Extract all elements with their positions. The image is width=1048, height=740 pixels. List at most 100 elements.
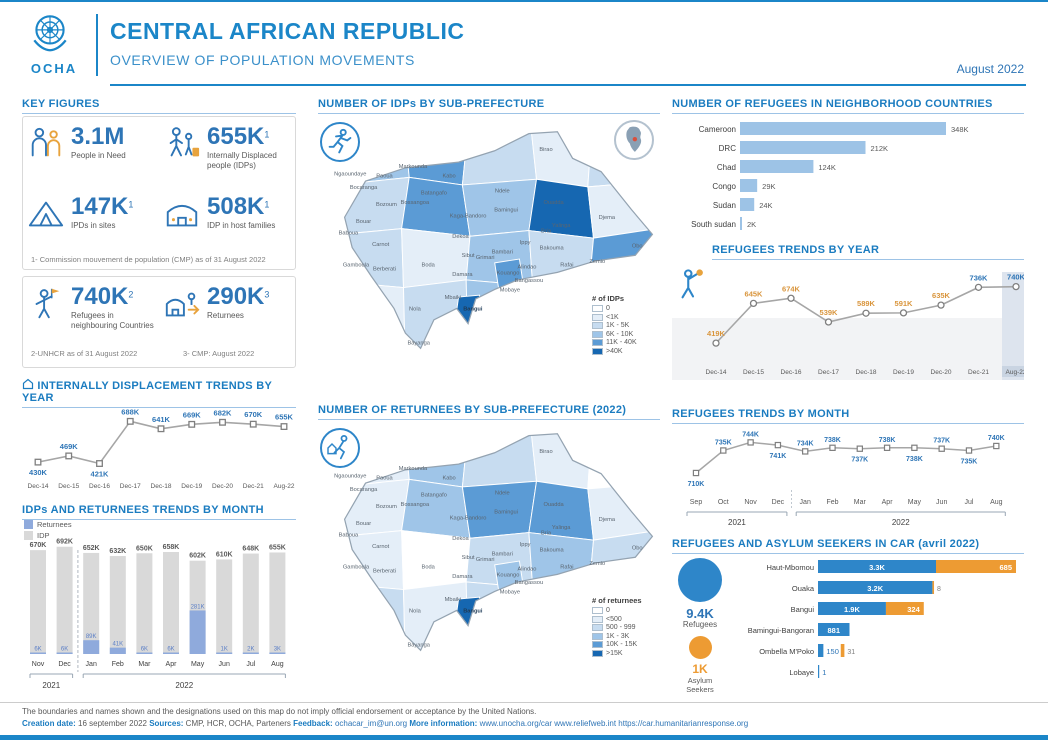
svg-text:Bouar: Bouar [356,521,371,527]
svg-text:Paoua: Paoua [376,173,393,179]
svg-text:324: 324 [907,605,920,614]
svg-text:Bambari: Bambari [492,551,513,557]
neighbor-countries-bar-chart: Cameroon 348K DRC 212K Chad 124K Congo 29K Sudan… [691,122,969,230]
svg-text:419K: 419K [707,329,726,338]
svg-text:Bocaranga: Bocaranga [350,487,378,493]
svg-text:Ombella M'Poko: Ombella M'Poko [759,647,814,656]
svg-text:Zemio: Zemio [589,259,605,265]
svg-text:Sudan: Sudan [713,201,736,210]
svg-text:610K: 610K [216,551,233,558]
svg-text:740K: 740K [1007,273,1024,282]
svg-text:Dec-15: Dec-15 [58,483,79,490]
bottom-border [0,735,1048,740]
svg-text:1K: 1K [221,647,228,653]
svg-text:682K: 682K [214,408,233,417]
svg-text:Bangassou: Bangassou [515,278,543,284]
svg-text:2022: 2022 [175,681,193,690]
svg-text:421K: 421K [91,470,110,479]
svg-text:Baboua: Baboua [339,532,359,538]
svg-text:Damara: Damara [452,272,473,278]
more-info-label: More information: [409,719,478,728]
footer-disclaimer: The boundaries and names shown and the d… [22,707,537,716]
svg-text:Kaga-Bandoro: Kaga-Bandoro [450,515,487,521]
asylum-title: REFUGEES AND ASYLUM SEEKERS IN CAR (avri… [672,538,1024,554]
legend-row: 0 [592,305,654,312]
svg-text:648K: 648K [242,546,259,553]
legend-row: >40K [592,347,654,355]
people-icon [27,125,65,168]
svg-text:Bocaranga: Bocaranga [350,185,378,191]
svg-text:Birao: Birao [539,449,552,455]
svg-text:Apr: Apr [166,661,178,668]
svg-text:Obo: Obo [632,546,643,552]
svg-text:635K: 635K [932,291,951,300]
svg-text:31: 31 [847,649,855,656]
idp-yearly-trend-chart: 430K Dec-14 469K Dec-15 421K Dec-16 688K Dec-17… [28,407,295,490]
svg-text:Bamingui: Bamingui [494,510,518,516]
svg-text:740K: 740K [988,435,1005,442]
svg-text:2022: 2022 [892,518,910,527]
svg-text:6K: 6K [61,647,68,653]
svg-text:Grimari: Grimari [476,255,495,261]
svg-text:Markounda: Markounda [399,466,428,472]
monthly-trend-title: IDPs AND RETURNEES TRENDS BY MONTH [22,504,296,520]
svg-text:May: May [908,499,922,506]
svg-text:Dec-17: Dec-17 [120,483,141,490]
svg-text:Obo: Obo [632,244,643,250]
svg-text:41K: 41K [112,642,123,648]
svg-text:Boda: Boda [422,263,436,269]
svg-text:Bamingui-Bangoran: Bamingui-Bangoran [748,626,814,635]
svg-text:Dec-18: Dec-18 [151,483,172,490]
svg-text:Ouaka: Ouaka [792,584,815,593]
returnees-value: 290K [207,283,265,310]
returnees-icon [163,285,201,328]
svg-text:Mar: Mar [138,661,151,668]
svg-text:469K: 469K [60,442,79,451]
svg-text:Bossangoa: Bossangoa [401,200,430,206]
svg-text:Nov: Nov [32,661,45,668]
legend-row: 500 - 999 [592,624,654,631]
legend-row: 11K - 40K [592,339,654,346]
refugees-value: 740K [71,283,129,310]
svg-text:Bakouma: Bakouma [540,548,565,554]
svg-text:Damara: Damara [452,574,473,580]
asylum-circle-label: Asylum Seekers [686,676,714,694]
idp-sites-label: IPDs in sites [71,221,116,230]
svg-text:Chad: Chad [717,163,736,172]
svg-text:744K: 744K [742,431,759,438]
svg-text:Gamboula: Gamboula [343,263,370,269]
ocha-logo: OCHA [24,10,84,76]
returnee-map-legend-title: # of returnees [592,596,642,605]
legend-row: <500 [592,615,654,623]
idp-host-value: 508K [207,193,265,220]
tent-icon [27,195,65,238]
svg-text:Birao: Birao [539,147,552,153]
svg-text:Jun: Jun [936,499,947,506]
host-family-icon [163,195,201,238]
svg-text:738K: 738K [879,437,896,444]
svg-text:Boda: Boda [422,565,436,571]
svg-text:Jan: Jan [86,661,97,668]
svg-text:Batangafo: Batangafo [421,492,447,498]
idp-returnees-monthly-chart: 670K 6K Nov 692K 6K Dec 652K 89K Jan 632K 41K Feb 65… [29,539,286,690]
svg-text:591K: 591K [895,299,914,308]
svg-text:Ouadda: Ouadda [543,502,564,508]
svg-text:Aug-22: Aug-22 [1006,369,1024,376]
svg-text:Bangui: Bangui [463,608,483,614]
svg-text:Alindao: Alindao [518,265,537,271]
feedback-email-link[interactable]: ochacar_im@un.org [334,719,408,728]
idp-label: Internally Displaced people (IDPs) [207,151,277,170]
svg-text:Sibut: Sibut [462,555,475,561]
refugees-yearly-trend-chart: 419K Dec-14 645K Dec-15 674K Dec-16 539K Dec-17… [672,272,1024,380]
svg-text:710K: 710K [688,481,705,488]
idp-legend-swatch [24,531,33,540]
svg-text:Nola: Nola [409,608,422,614]
legend-row: <1K [592,313,654,321]
svg-text:Grimari: Grimari [476,557,495,563]
svg-text:Djema: Djema [599,215,616,221]
svg-text:Apr: Apr [882,499,894,506]
svg-text:Berberati: Berberati [373,266,396,272]
refugees-circle-label: Refugees [682,620,718,629]
more-info-links[interactable]: www.unocha.org/car www.reliefweb.int htt… [479,719,749,728]
svg-text:Dec-17: Dec-17 [818,369,839,376]
